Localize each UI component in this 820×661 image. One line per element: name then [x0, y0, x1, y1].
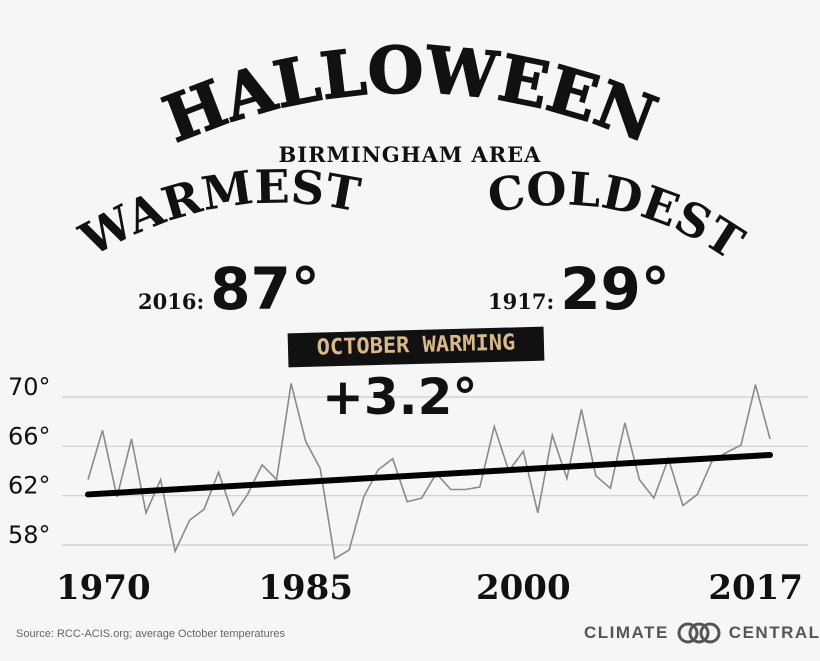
x-tick-label: 1985: [258, 568, 353, 608]
y-tick-label: 58°: [8, 521, 51, 549]
coldest-year: 1917:: [488, 289, 555, 314]
climate-central-icon: [677, 622, 721, 644]
brand-logo: CLIMATE CENTRAL: [584, 622, 820, 644]
coldest-value: 29°: [560, 255, 670, 323]
x-tick-label: 1970: [56, 568, 151, 608]
source-note: Source: RCC-ACIS.org; average October te…: [16, 628, 286, 640]
series-line-october-temp: [87, 383, 771, 560]
warmest-stat: 2016: 87°: [138, 260, 320, 318]
climate-text: CLIMATE: [584, 623, 669, 642]
y-tick-label: 70°: [8, 373, 51, 401]
warming-delta: +3.2°: [322, 368, 478, 426]
coldest-stat: 1917: 29°: [488, 260, 670, 318]
trend-line: [85, 451, 773, 498]
warmest-value: 87°: [210, 255, 320, 323]
x-tick-label: 2017: [708, 568, 803, 608]
warmest-year: 2016:: [138, 289, 205, 314]
central-text: CENTRAL: [728, 623, 820, 642]
x-tick-label: 2000: [476, 568, 571, 608]
y-tick-label: 66°: [8, 422, 51, 450]
subtitle: BIRMINGHAM AREA: [278, 142, 542, 167]
y-tick-label: 62°: [8, 472, 51, 500]
